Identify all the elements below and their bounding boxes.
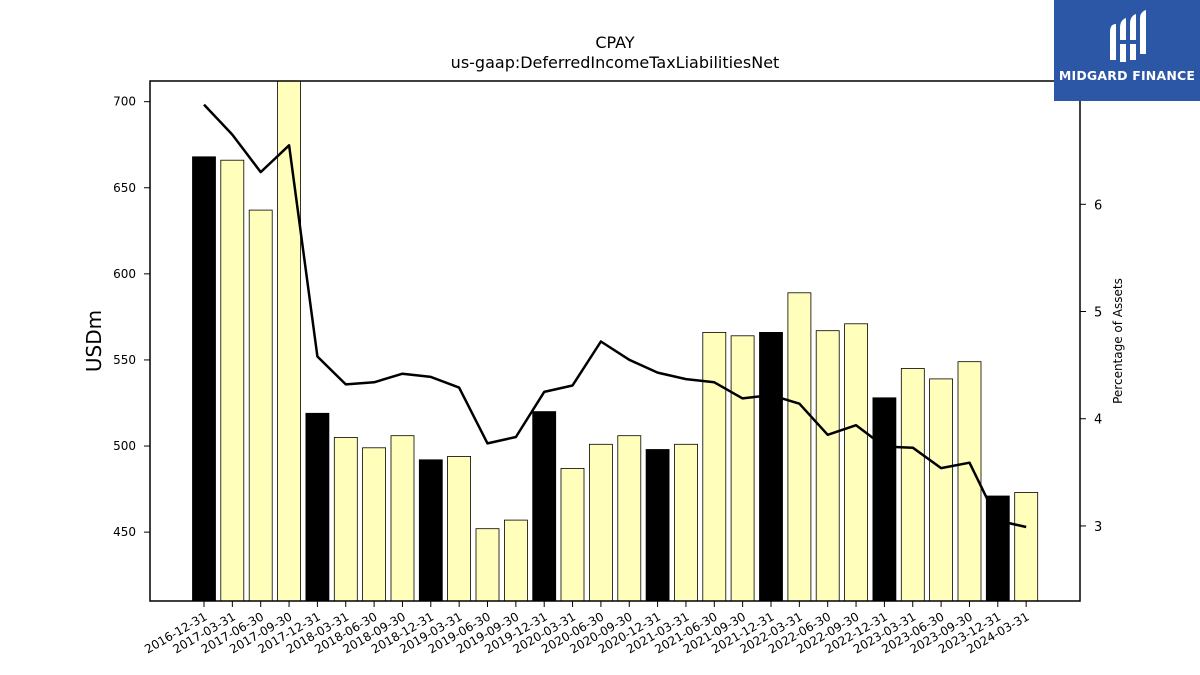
bar-2019-09-30 xyxy=(503,519,528,602)
y2-tick-label: 3 xyxy=(1094,520,1102,535)
y-axis-label: USDm xyxy=(82,310,106,372)
bar-2020-12-31 xyxy=(645,449,670,602)
y2-axis-label: Percentage of Assets xyxy=(1111,278,1125,404)
y2-tick-label: 5 xyxy=(1094,306,1102,321)
bar-2020-06-30 xyxy=(589,443,613,602)
bar-2021-06-30 xyxy=(702,331,727,602)
logo-text: MIDGARD FINANCE xyxy=(1058,68,1196,83)
bar-2017-09-30 xyxy=(277,80,302,602)
bar-2021-09-30 xyxy=(730,335,755,602)
y-axis-right: 3 4 5 6 xyxy=(1080,198,1102,535)
bar-2022-03-31 xyxy=(787,292,812,602)
bar-2016-12-31 xyxy=(192,156,216,602)
midgard-finance-logo: MIDGARD FINANCE xyxy=(1054,0,1200,101)
bars xyxy=(192,80,1039,602)
bar-2019-12-31 xyxy=(532,411,557,602)
y-axis-left: 450 500 550 600 650 700 xyxy=(113,95,150,539)
bar-2020-03-31 xyxy=(560,467,585,602)
bar-2018-06-30 xyxy=(362,447,387,602)
bar-2022-09-30 xyxy=(844,323,868,602)
chart-subtitle: us-gaap:DeferredIncomeTaxLiabilitiesNet xyxy=(451,53,780,72)
midgard-logo-icon xyxy=(1110,10,1146,62)
y-tick-label: 450 xyxy=(113,525,136,539)
y2-tick-label: 6 xyxy=(1094,198,1102,213)
bar-2021-12-31 xyxy=(759,331,783,602)
bar-2021-03-31 xyxy=(674,443,698,602)
y-tick-label: 600 xyxy=(113,267,136,281)
percentage-of-assets-line xyxy=(203,103,1027,529)
bar-2018-12-31 xyxy=(418,459,443,602)
bar-2019-03-31 xyxy=(447,455,472,602)
bar-2017-06-30 xyxy=(248,209,273,602)
bar-2019-06-30 xyxy=(475,528,500,602)
plot-frame xyxy=(149,80,1081,602)
bar-2022-06-30 xyxy=(815,330,840,602)
bar-2023-03-31 xyxy=(900,368,925,602)
bar-2024-03-31 xyxy=(1014,492,1039,602)
bar-2020-09-30 xyxy=(617,435,642,602)
y-tick-label: 700 xyxy=(113,95,136,109)
y-tick-label: 650 xyxy=(113,181,136,195)
y-tick-label: 550 xyxy=(113,353,136,367)
y2-tick-label: 4 xyxy=(1094,413,1102,428)
percentage-line xyxy=(203,103,1027,529)
bar-2017-12-31 xyxy=(305,412,330,602)
bar-2018-09-30 xyxy=(390,435,415,602)
y-tick-label: 500 xyxy=(113,439,136,453)
bar-2023-12-31 xyxy=(985,495,1010,602)
x-axis: 2016-12-312017-03-312017-06-302017-09-30… xyxy=(142,601,1032,656)
bar-2022-12-31 xyxy=(872,397,897,602)
bar-2018-03-31 xyxy=(333,436,358,602)
bar-2023-06-30 xyxy=(929,378,953,602)
bar-2017-03-31 xyxy=(220,159,245,602)
chart-title: CPAY xyxy=(595,33,635,52)
